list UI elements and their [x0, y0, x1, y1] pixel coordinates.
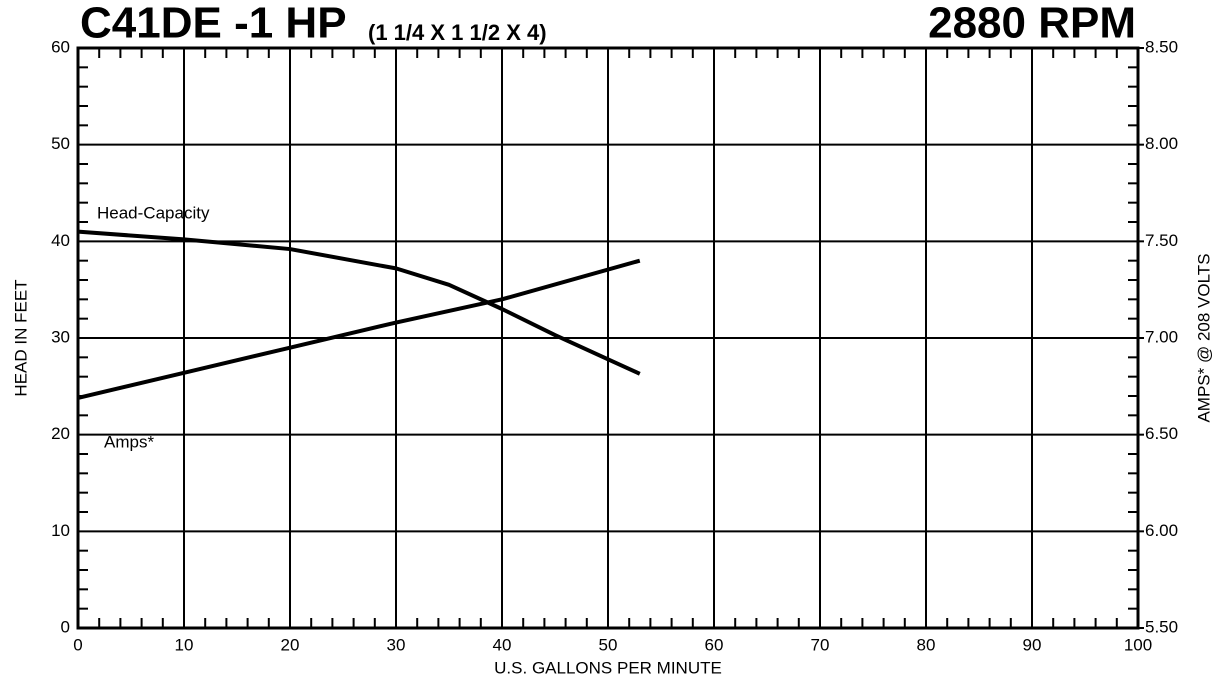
y-tick-label: 0 — [61, 617, 70, 636]
x-tick-label: 30 — [387, 635, 406, 654]
y-tick-label: 40 — [51, 231, 70, 250]
series-line — [77, 229, 641, 376]
series-line — [77, 258, 641, 400]
x-tick-label: 100 — [1124, 635, 1152, 654]
x-tick-label: 70 — [811, 635, 830, 654]
y-tick-label: 50 — [51, 134, 70, 153]
y2-tick-label: 6.50 — [1145, 424, 1178, 443]
y-tick-label: 60 — [51, 37, 70, 56]
y2-tick-label: 6.00 — [1145, 521, 1178, 540]
y-tick-label: 30 — [51, 327, 70, 346]
series-label: Head-Capacity — [97, 203, 210, 222]
y-tick-label: 20 — [51, 424, 70, 443]
y2-tick-label: 8.00 — [1145, 134, 1178, 153]
x-tick-label: 50 — [599, 635, 618, 654]
y2-tick-label: 8.50 — [1145, 37, 1178, 56]
y2-tick-label: 5.50 — [1145, 617, 1178, 636]
x-tick-label: 60 — [705, 635, 724, 654]
x-tick-label: 10 — [175, 635, 194, 654]
speed-label: 2880 RPM — [928, 0, 1136, 48]
series-label: Amps* — [104, 432, 154, 451]
x-tick-label: 80 — [917, 635, 936, 654]
plot-frame — [76, 46, 1140, 630]
y2-axis-label: AMPS* @ 208 VOLTS — [1194, 253, 1213, 422]
x-tick-label: 40 — [493, 635, 512, 654]
x-tick-label: 20 — [281, 635, 300, 654]
y2-tick-label: 7.00 — [1145, 327, 1178, 346]
x-tick-label: 90 — [1023, 635, 1042, 654]
y2-tick-label: 7.50 — [1145, 231, 1178, 250]
y-axis-label: HEAD IN FEET — [11, 279, 30, 396]
y-tick-label: 10 — [51, 521, 70, 540]
chart-title: C41DE -1 HP — [80, 0, 347, 48]
x-tick-label: 0 — [73, 635, 82, 654]
x-axis-label: U.S. GALLONS PER MINUTE — [494, 658, 722, 677]
chart-subtitle: (1 1/4 X 1 1/2 X 4) — [368, 20, 547, 45]
